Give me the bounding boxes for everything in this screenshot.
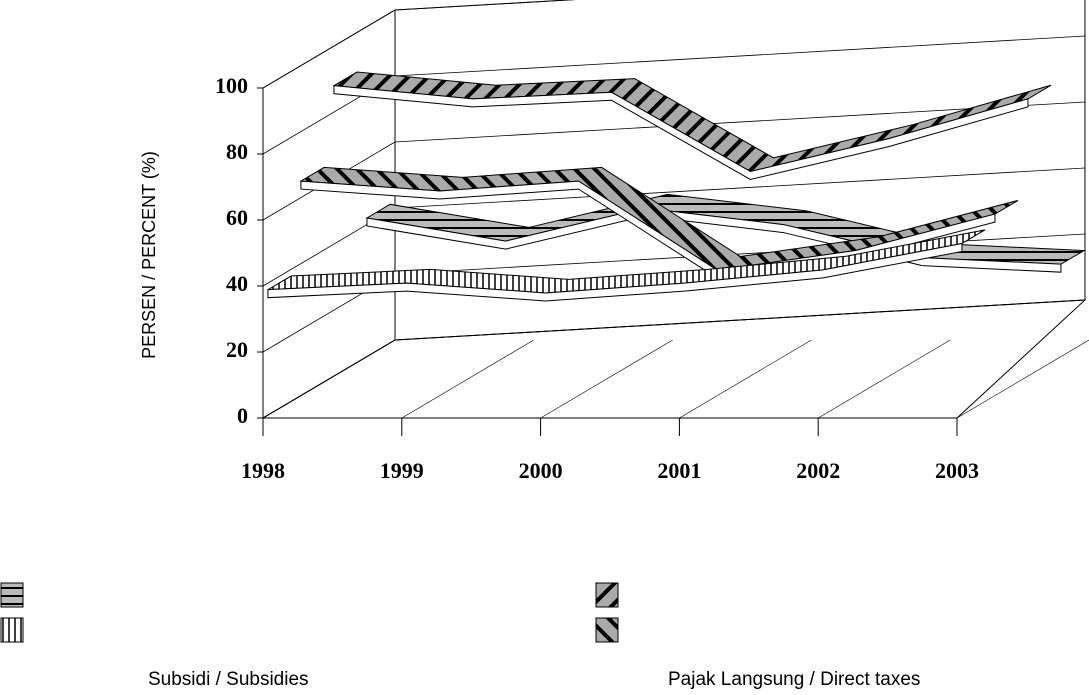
legend-swatch <box>0 617 24 643</box>
depth-line <box>679 339 812 419</box>
ribbon-face <box>267 242 963 302</box>
legend-swatch <box>595 617 619 643</box>
grid-line <box>262 9 396 89</box>
x-tick-label: 1998 <box>241 458 285 483</box>
depth-line <box>818 339 951 419</box>
grid-line <box>394 167 1086 209</box>
x-tick-label: 2001 <box>657 458 701 483</box>
depth-line <box>956 339 1089 419</box>
x-tick-label: 2000 <box>519 458 563 483</box>
grid-line <box>394 233 1086 275</box>
y-tick-label: 60 <box>226 205 248 230</box>
legend-swatch <box>0 582 24 608</box>
y-tick-label: 20 <box>226 337 248 362</box>
ribbon <box>332 71 1052 173</box>
legend-label: Subsidi / Subsidies <box>148 669 309 690</box>
y-axis-label: PERSEN / PERCENT (%) <box>139 151 159 359</box>
y-tick-label: 40 <box>226 271 248 296</box>
grid-line <box>394 35 1086 77</box>
depth-line <box>262 339 396 419</box>
y-tick-label: 80 <box>226 139 248 164</box>
x-tick-label: 2002 <box>796 458 840 483</box>
legend-label: Pajak Langsung / Direct taxes <box>668 669 920 690</box>
y-tick-label: 0 <box>237 403 248 428</box>
depth-line <box>540 339 673 419</box>
depth-line <box>401 339 534 419</box>
grid-line <box>394 299 1086 341</box>
x-tick-label: 1999 <box>380 458 424 483</box>
legend-swatch <box>595 582 619 608</box>
floor <box>261 299 1087 419</box>
grid-line <box>394 0 575 11</box>
ribbon-face <box>300 180 996 279</box>
x-tick-label: 2003 <box>935 458 979 483</box>
y-tick-label: 100 <box>215 73 248 98</box>
ribbon-face <box>333 85 1029 181</box>
